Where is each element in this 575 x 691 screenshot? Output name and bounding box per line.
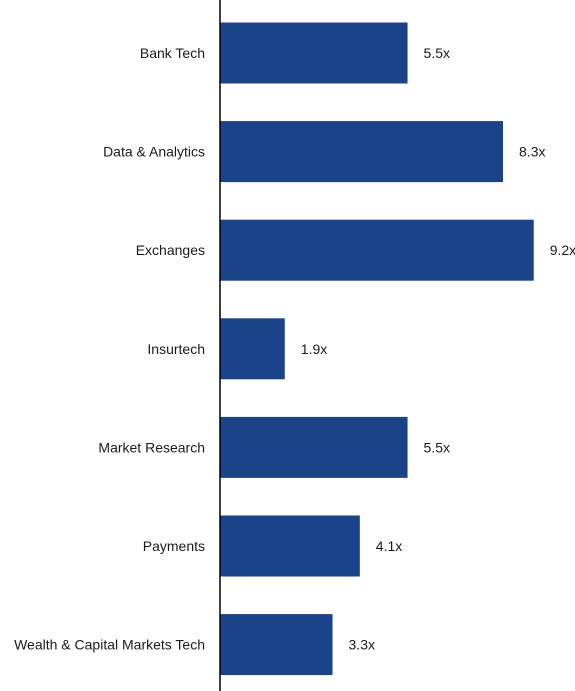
- bar: [220, 318, 285, 380]
- category-label: Data & Analytics: [103, 144, 205, 160]
- category-label: Wealth & Capital Markets Tech: [14, 637, 205, 653]
- value-label: 5.5x: [424, 439, 450, 455]
- category-labels-group: Bank Tech Data & Analytics Exchanges Insurt…: [14, 45, 205, 653]
- value-label: 4.1x: [376, 538, 402, 554]
- value-label: 9.2x: [550, 242, 575, 258]
- value-label: 1.9x: [301, 341, 327, 357]
- bar: [220, 22, 408, 84]
- bars-group: [220, 22, 534, 676]
- bar: [220, 614, 333, 676]
- category-label: Insurtech: [147, 341, 205, 357]
- category-label: Payments: [143, 538, 205, 554]
- bar: [220, 121, 504, 183]
- category-label: Market Research: [98, 439, 205, 455]
- value-labels-group: 5.5x 8.3x 9.2x 1.9x 5.5x 4.1x 3.3x: [301, 45, 575, 653]
- category-label: Exchanges: [136, 242, 205, 258]
- bar: [220, 219, 534, 281]
- category-label: Bank Tech: [140, 45, 205, 61]
- value-label: 5.5x: [424, 45, 450, 61]
- value-label: 8.3x: [519, 144, 545, 160]
- bar: [220, 515, 360, 577]
- value-label: 3.3x: [349, 637, 375, 653]
- bar: [220, 416, 408, 478]
